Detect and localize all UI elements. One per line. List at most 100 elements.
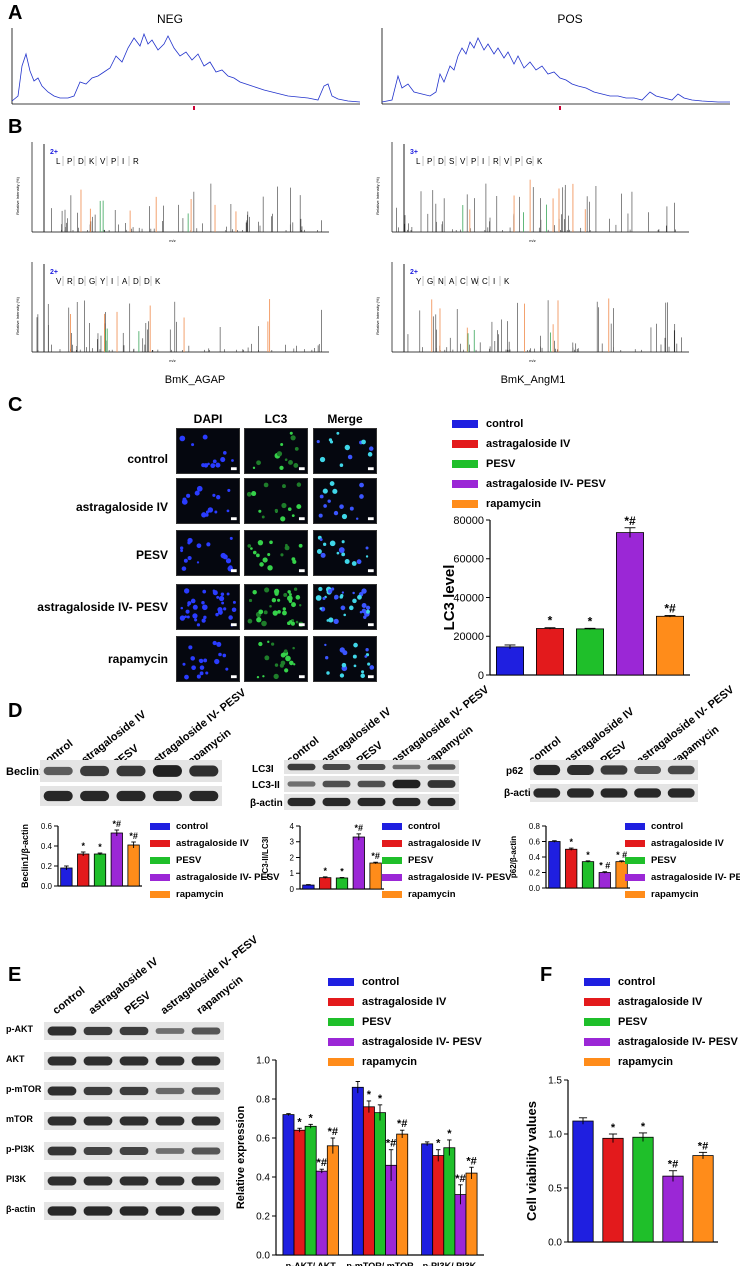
cell-nucleus [339, 463, 344, 467]
cell-nucleus [364, 655, 368, 658]
spectrum-ylabel: Relative Intensity (%) [375, 296, 380, 334]
blot-band [119, 1056, 149, 1066]
y-axis-label: Relative expression [235, 1106, 247, 1210]
cell-nucleus [284, 668, 289, 673]
blot-band [357, 780, 386, 788]
legend-label: astragaloside IV- PESV [176, 872, 280, 883]
blot-e-strip [44, 1022, 224, 1040]
blot-band [47, 1206, 77, 1216]
blot-band [191, 1087, 221, 1095]
panel-label-b: B [8, 116, 23, 138]
legend-swatch [328, 998, 354, 1006]
ms2-spectrum: Relative Intensity (%)m/z2+V R D G Y I A D D K [15, 262, 329, 363]
cell-nucleus [188, 645, 193, 650]
cell-nucleus [269, 604, 272, 608]
legend-swatch [452, 420, 478, 428]
blot-label-e-5: PI3K [6, 1174, 27, 1184]
spectrum-residue: I [111, 277, 113, 286]
cell-nucleus [274, 663, 279, 667]
cell-nucleus [226, 592, 230, 596]
cell-nucleus [182, 662, 186, 666]
y-tick-label: 0.0 [529, 884, 541, 893]
cell-nucleus [231, 459, 234, 462]
blot-band [80, 765, 110, 777]
x-category-label: p-mTOR/ mTOR [346, 1261, 414, 1266]
cell-nucleus [287, 595, 293, 602]
cell-nucleus [262, 557, 268, 563]
legend-f-rapamycin: rapamycin [584, 1056, 673, 1068]
cell-nucleus [339, 647, 345, 653]
blot-e-strip [44, 1082, 224, 1100]
cell-nucleus [280, 442, 284, 446]
blot-band [191, 1206, 221, 1216]
spectrum-xlabel: m/z [169, 358, 175, 363]
blot-band [392, 764, 421, 770]
cell-nucleus [280, 553, 284, 557]
cell-nucleus [256, 460, 261, 466]
legend-c-rapamycin: rapamycin [452, 498, 541, 510]
cell-nucleus [293, 663, 296, 666]
legend-d-item: control [625, 821, 683, 832]
cell-nucleus [272, 610, 278, 616]
cell-nucleus [347, 454, 353, 460]
blot-band [600, 788, 628, 798]
y-tick-label: 4 [290, 822, 295, 831]
blot-band [155, 1206, 185, 1216]
cell-nucleus [212, 459, 217, 464]
blot-band [287, 781, 316, 787]
cell-nucleus [283, 592, 288, 597]
fluorescence-image [176, 584, 240, 630]
significance-label: *# [355, 823, 364, 833]
panel-label-a: A [8, 2, 23, 24]
blot-label-p62: p62 [506, 766, 524, 777]
blot-band [152, 790, 182, 802]
legend-f-control: control [584, 976, 655, 988]
cell-nucleus [339, 673, 345, 678]
scale-bar [230, 569, 237, 573]
significance-label: * [340, 867, 344, 877]
cell-nucleus [332, 488, 338, 494]
cell-nucleus [247, 544, 252, 548]
significance-label: *# [668, 1159, 678, 1171]
y-tick-label: 1.0 [548, 1130, 562, 1141]
cell-nucleus [322, 596, 326, 600]
cell-nucleus [217, 606, 223, 613]
bar [632, 1136, 654, 1243]
cell-nucleus [287, 590, 291, 594]
y-tick-label: 0.8 [256, 1095, 270, 1106]
spectrum-residue: N [438, 277, 444, 286]
cell-nucleus [273, 673, 279, 680]
fluorescence-image [176, 428, 240, 474]
significance-label: * # [599, 861, 610, 871]
legend-c-combo: astragaloside IV- PESV [452, 478, 606, 490]
cell-nucleus [187, 555, 192, 561]
cell-nucleus [291, 602, 296, 608]
scale-bar [230, 467, 237, 471]
cell-nucleus [287, 507, 292, 511]
spectrum-ylabel: Relative Intensity (%) [375, 176, 380, 214]
legend-d-item: astragaloside IV [150, 838, 249, 849]
scale-bar [367, 467, 374, 471]
legend-label: PESV [362, 1016, 392, 1028]
cell-nucleus [359, 494, 364, 499]
scale-bar [298, 675, 305, 679]
legend-swatch [150, 874, 170, 881]
blot-band [191, 1147, 221, 1155]
cell-nucleus [274, 508, 278, 513]
blot-label-lc3i: LC3I [252, 764, 274, 775]
cell-nucleus [316, 440, 320, 444]
cell-nucleus [329, 540, 336, 547]
legend-swatch [150, 891, 170, 898]
significance-label: *# [113, 819, 122, 829]
blot-band [600, 765, 628, 775]
col-header-dapi: DAPI [193, 412, 223, 426]
spectrum-residue: P [111, 157, 116, 166]
cell-nucleus [365, 605, 371, 610]
spectrum-residue: Y [100, 277, 106, 286]
blot-band [43, 766, 73, 776]
y-tick-label: 0.4 [41, 842, 53, 851]
spectrum-residue: P [427, 157, 432, 166]
cell-nucleus [269, 540, 273, 545]
ms2-spectrum: Relative Intensity (%)m/z2+L P D K V P I R [15, 142, 329, 243]
spectrum-charge: 2+ [410, 269, 418, 276]
